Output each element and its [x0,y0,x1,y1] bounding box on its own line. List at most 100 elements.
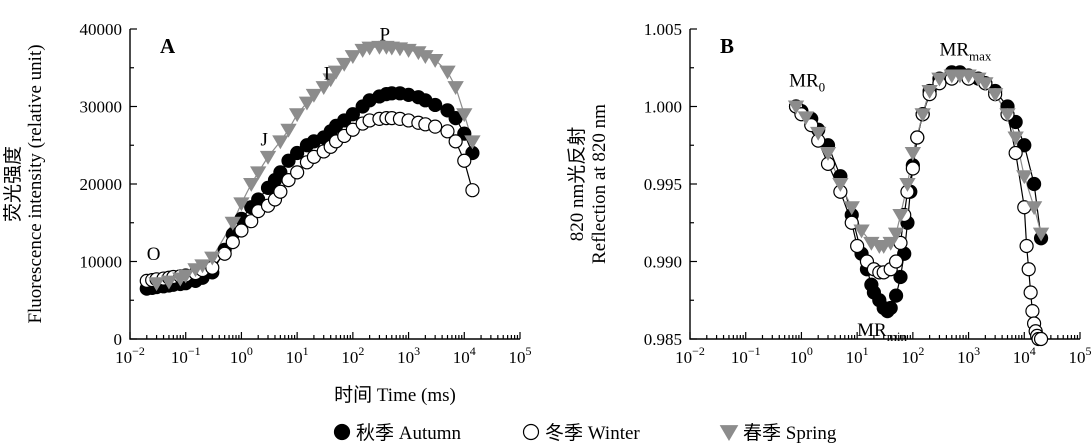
data-point [315,81,332,96]
data-point [910,130,925,145]
data-point [322,73,339,88]
x-tick-label: 103 [957,344,980,367]
x-tick-label: 104 [453,344,476,367]
data-point [439,65,456,80]
legend-label: 秋季 Autumn [356,422,462,444]
y-axis-title-line: Fluorescence intensity (relative unit) [25,44,46,323]
data-point [1007,131,1024,146]
data-point [797,111,815,126]
annotation-label: MR0 [789,70,825,94]
y-tick-label: 40000 [80,20,123,39]
x-tick-label: 105 [1069,344,1092,367]
y-axis-title-line: Reflection at 820 nm [589,104,610,264]
data-point [273,184,288,199]
legend-marker [522,423,540,441]
data-point [204,251,221,266]
data-point [428,119,443,134]
data-point [1016,170,1033,185]
x-tick-label: 100 [790,344,813,367]
data-point [1023,285,1038,300]
panel-label: A [160,34,176,58]
data-point [850,238,865,254]
y-axis-title-line: 荧光强度 [2,146,24,222]
y-tick-label: 0 [114,330,123,349]
data-point [887,227,905,242]
annotation-label: P [379,25,390,46]
data-point [250,166,267,181]
x-tick-label: 104 [1013,344,1036,367]
data-point [298,96,316,111]
data-point [1019,238,1034,254]
data-point [177,269,194,284]
data-point [931,72,948,87]
data-point [843,201,860,216]
x-tick-label: 102 [901,344,924,367]
data-point [819,146,837,161]
data-point [883,300,898,316]
data-point [904,146,922,161]
data-point [464,135,481,150]
y-tick-label: 1.000 [644,98,682,117]
annotation-label: I [324,63,330,84]
y-tick-label: 10000 [80,253,123,272]
data-point [888,288,904,303]
x-tick-label: 105 [509,344,532,367]
y-tick-label: 0.990 [644,253,682,272]
data-point [447,81,464,96]
data-point [160,275,178,290]
y-tick-label: 20000 [80,175,123,194]
x-tick-label: 10−2 [675,344,705,367]
data-point [272,135,289,150]
data-point [234,223,249,238]
annotation-label: MRmin [857,320,907,344]
data-point [327,65,345,80]
data-point [288,108,306,123]
y-tick-label: 0.995 [644,175,682,194]
x-tick-label: 10−2 [115,344,145,367]
data-point [832,177,849,192]
data-point [148,277,165,292]
data-point [233,197,250,212]
data-point [194,259,211,274]
data-point [892,208,909,223]
data-point [290,145,305,161]
x-tick-label: 102 [341,344,364,367]
data-point [224,216,241,231]
data-point [905,161,920,176]
data-point [244,214,259,229]
data-point [428,97,443,113]
data-point [1025,201,1043,216]
data-point [1025,304,1040,319]
panel-b-axes [689,29,1080,340]
data-point [440,124,455,139]
y-tick-label: 30000 [80,98,123,117]
data-point [1032,227,1050,242]
data-point [465,183,480,198]
annotation-label: MRmax [939,39,991,63]
data-point [1008,145,1023,161]
annotation-label: O [147,244,161,265]
x-tick-label: 103 [397,344,420,367]
data-point [361,41,378,56]
panel-a-chart: 10−2 10−1 100 101 102 103 104 105 0 10000 20000 300… [2,20,532,367]
data-point [290,165,305,180]
data-point [810,126,827,141]
y-tick-label: 0.985 [644,330,682,349]
data-point [305,88,323,103]
data-point [217,246,232,261]
legend: 秋季 Autumn 冬季 Winter 春季 Spring [333,422,837,444]
data-point [853,224,870,239]
data-point [882,236,899,251]
data-point [914,108,931,123]
data-point [787,100,805,115]
data-point [225,235,240,250]
data-point [893,269,908,285]
data-point [280,123,297,138]
data-point [259,150,277,165]
legend-marker [333,423,351,441]
panel-b-chart: 10−2 10−1 100 101 102 103 104 105 0.985 0.990 0.99… [566,20,1092,367]
x-tick-label: 10−1 [171,344,201,367]
data-point [345,107,360,122]
data-point [999,108,1016,123]
